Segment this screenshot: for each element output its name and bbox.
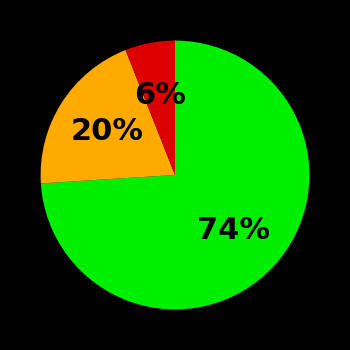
Wedge shape [126,41,175,175]
Text: 6%: 6% [134,81,186,110]
Text: 74%: 74% [197,216,270,245]
Text: 20%: 20% [70,117,144,146]
Wedge shape [41,41,309,309]
Wedge shape [41,50,175,183]
